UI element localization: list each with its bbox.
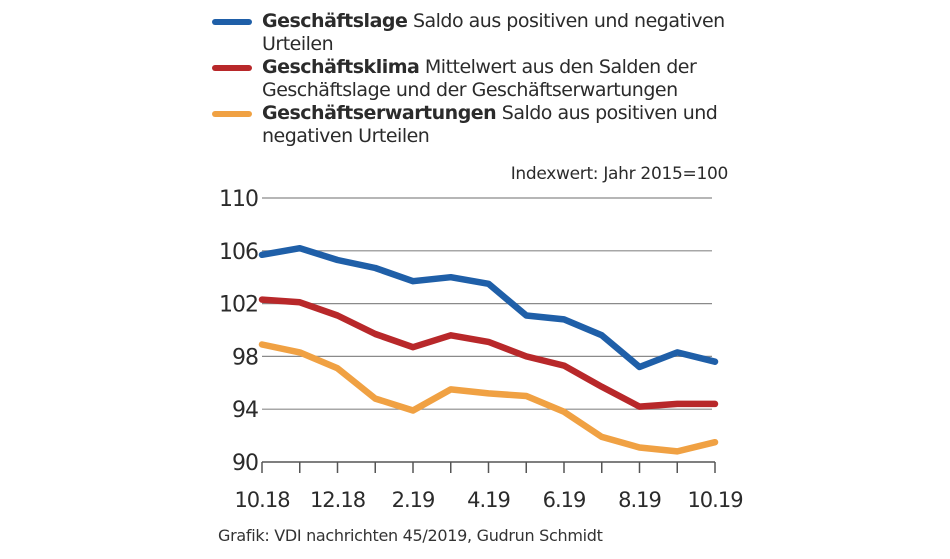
y-tick-label: 98 — [232, 345, 258, 370]
x-tick-label: 8.19 — [618, 488, 661, 512]
y-tick-label: 106 — [219, 240, 258, 265]
legend-description: Mittelwert aus den Salden der Geschäftsl… — [262, 56, 697, 101]
series-lines — [258, 244, 719, 455]
x-tick-label: 2.19 — [392, 488, 435, 512]
x-tick-label: 10.19 — [687, 488, 742, 512]
legend-name: Geschäftslage — [262, 10, 408, 32]
legend-item-geschaeftserwartungen: Geschäftserwartungen Saldo aus positiven… — [212, 102, 732, 148]
y-tick-label: 102 — [219, 293, 258, 318]
unit-note: Indexwert: Jahr 2015=100 — [510, 164, 729, 184]
legend-swatch-geschaeftslage — [212, 19, 252, 25]
y-tick-label: 90 — [232, 451, 258, 476]
y-axis-ticks: 110 106 102 98 94 90 — [219, 187, 259, 476]
x-tick-label: 4.19 — [467, 488, 510, 512]
legend-description: Saldo aus positiven und negativen Urteil… — [262, 10, 725, 55]
legend-description: Saldo aus positiven und negativen Urteil… — [262, 102, 718, 147]
legend-name: Geschäftserwartungen — [262, 102, 497, 124]
y-tick-label: 94 — [232, 398, 258, 423]
x-tick-label: 12.18 — [310, 488, 365, 512]
x-axis: 10.18 12.18 2.19 4.19 6.19 8.19 10.19 — [234, 462, 744, 512]
x-tick-label: 6.19 — [543, 488, 586, 512]
legend-item-geschaeftsklima: Geschäftsklima Mittelwert aus den Salden… — [212, 56, 732, 102]
legend-swatch-geschaeftsklima — [212, 65, 252, 71]
legend-name: Geschäftsklima — [262, 56, 420, 78]
source-credit: Grafik: VDI nachrichten 45/2019, Gudrun … — [218, 526, 603, 545]
legend-item-geschaeftslage: Geschäftslage Saldo aus positiven und ne… — [212, 10, 732, 56]
y-tick-label: 110 — [219, 187, 258, 212]
legend: Geschäftslage Saldo aus positiven und ne… — [212, 10, 732, 148]
x-tick-label: 10.18 — [234, 488, 289, 512]
series-line-geschaeftslage — [258, 244, 719, 371]
legend-swatch-geschaeftserwartungen — [212, 111, 252, 117]
series-line-geschaeftserwartungen — [258, 341, 719, 455]
gridlines — [262, 197, 715, 463]
